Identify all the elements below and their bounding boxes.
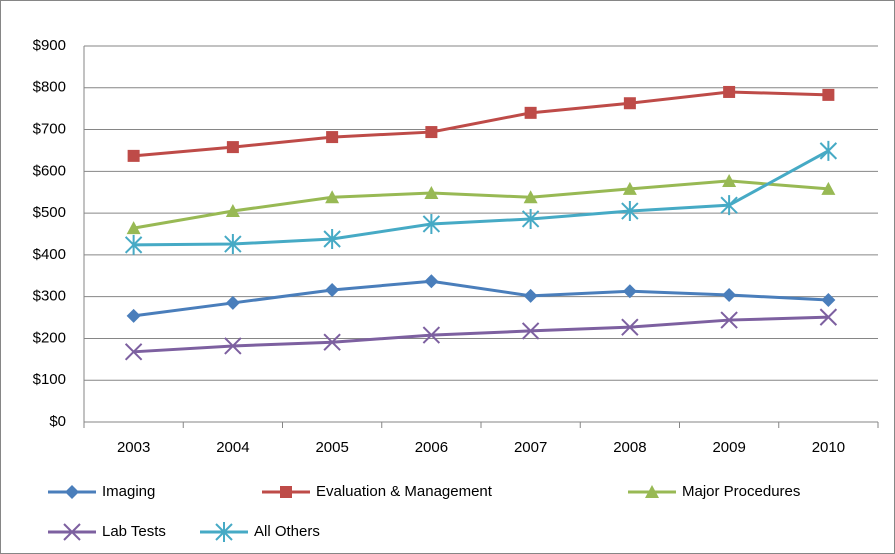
- marker: [521, 208, 540, 229]
- series-line: [133, 179, 829, 230]
- marker: [523, 190, 538, 204]
- y-tick-label: $0: [49, 413, 66, 430]
- marker: [124, 234, 143, 255]
- marker: [422, 213, 441, 234]
- marker: [226, 141, 239, 154]
- y-tick-label: $700: [33, 121, 66, 138]
- marker: [524, 106, 537, 119]
- y-tick-label: $100: [33, 371, 66, 388]
- x-tick-label: 2010: [812, 439, 845, 456]
- y-tick-label: $300: [33, 288, 66, 305]
- x-tick-label: 2006: [415, 439, 448, 456]
- x-tick-label: 2009: [712, 439, 745, 456]
- legend-marker: [65, 485, 79, 499]
- marker: [722, 173, 737, 187]
- legend-marker: [215, 522, 233, 542]
- series-line: [133, 315, 829, 354]
- marker: [325, 190, 340, 204]
- marker: [521, 322, 540, 340]
- legend-marker: [63, 523, 81, 541]
- marker: [422, 326, 441, 344]
- marker: [723, 85, 736, 98]
- marker: [126, 308, 141, 323]
- x-tick-label: 2004: [216, 439, 249, 456]
- marker: [326, 131, 339, 144]
- marker: [523, 288, 538, 303]
- marker: [124, 343, 143, 361]
- x-tick-label: 2005: [315, 439, 348, 456]
- marker: [225, 295, 240, 310]
- marker: [621, 201, 639, 222]
- marker: [425, 126, 438, 139]
- marker: [720, 311, 738, 329]
- y-tick-label: $800: [33, 79, 66, 96]
- legend-label: Imaging: [102, 483, 155, 500]
- marker: [224, 337, 242, 355]
- marker: [126, 221, 141, 235]
- marker: [821, 181, 836, 195]
- y-tick-label: $600: [33, 162, 66, 179]
- y-tick-label: $200: [33, 329, 66, 346]
- legend-marker: [280, 486, 292, 498]
- marker: [323, 229, 341, 250]
- legend-label: Lab Tests: [102, 523, 166, 540]
- marker: [424, 186, 439, 200]
- legend-label: All Others: [254, 523, 320, 540]
- y-tick-label: $400: [33, 246, 66, 263]
- y-tick-label: $500: [33, 204, 66, 221]
- marker: [722, 287, 737, 302]
- x-tick-label: 2003: [117, 439, 150, 456]
- marker: [127, 149, 140, 162]
- x-tick-label: 2007: [514, 439, 547, 456]
- x-tick-label: 2008: [613, 439, 646, 456]
- marker: [622, 181, 637, 195]
- marker: [720, 195, 738, 216]
- y-tick-label: $900: [33, 37, 66, 54]
- marker: [622, 284, 637, 299]
- legend-label: Major Procedures: [682, 483, 800, 500]
- marker: [621, 318, 639, 336]
- legend-label: Evaluation & Management: [316, 483, 493, 500]
- marker: [819, 308, 838, 326]
- series-line: [133, 279, 829, 318]
- marker: [623, 97, 636, 110]
- marker: [224, 234, 242, 255]
- legend-marker: [645, 485, 659, 498]
- marker: [819, 140, 838, 161]
- marker: [821, 293, 836, 308]
- marker: [325, 282, 340, 297]
- marker: [323, 333, 341, 351]
- marker: [424, 274, 439, 289]
- marker: [822, 88, 835, 101]
- series-line: [133, 90, 829, 158]
- marker: [225, 204, 240, 218]
- series-line: [133, 149, 830, 247]
